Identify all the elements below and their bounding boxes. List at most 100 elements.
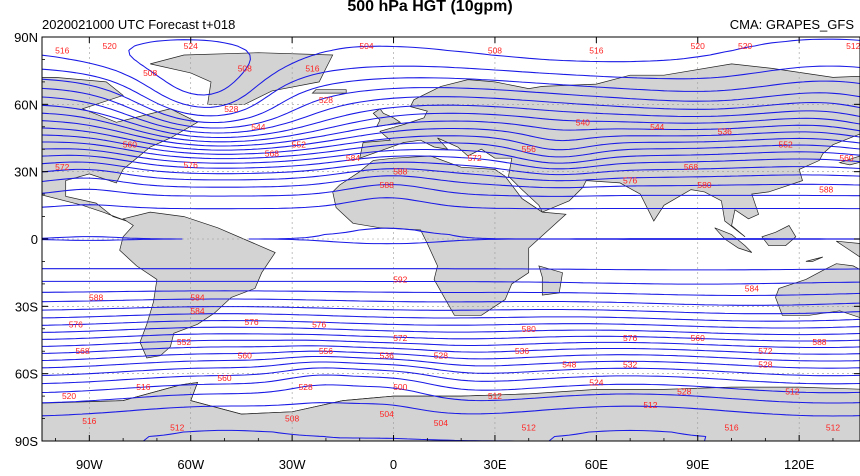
- map-title: 500 hPa HGT (10gpm): [347, 0, 513, 15]
- landmass: [359, 63, 860, 238]
- landmass: [761, 225, 797, 247]
- contour-label: 552: [292, 140, 306, 150]
- model-label: CMA: GRAPES_GFS: [729, 17, 854, 32]
- contour-label: 588: [812, 337, 826, 347]
- contour-label: 516: [136, 382, 150, 392]
- landmass: [538, 265, 563, 296]
- landmass: [805, 256, 823, 262]
- contour-label: 576: [623, 333, 637, 343]
- contour-label: 576: [69, 319, 83, 329]
- contour-label: 568: [75, 346, 89, 356]
- contour-label: 508: [488, 45, 502, 55]
- height-contour: [42, 127, 860, 349]
- x-tick-label: 60E: [585, 457, 608, 472]
- height-contour: [42, 154, 860, 322]
- contour-label: 540: [576, 117, 590, 127]
- contour-label: 528: [758, 360, 772, 370]
- contour-label: 536: [718, 126, 732, 136]
- x-tick-label: 90E: [686, 457, 709, 472]
- contour-label: 516: [82, 416, 96, 426]
- contour-label: 560: [839, 153, 853, 163]
- height-contour: [42, 87, 860, 385]
- contour-label: 552: [779, 140, 793, 150]
- contour-label: 516: [55, 45, 69, 55]
- contour-label: 560: [691, 333, 705, 343]
- contour-label: 520: [691, 41, 705, 51]
- height-contour: [42, 77, 860, 394]
- contour-label: 512: [488, 391, 502, 401]
- contour-label: 584: [745, 283, 759, 293]
- contour-label: 580: [697, 180, 711, 190]
- height-contour: [42, 184, 860, 285]
- contour-label: 576: [184, 160, 198, 170]
- contour-label: 516: [305, 63, 319, 73]
- contour-label: 576: [244, 317, 258, 327]
- contour-label: 512: [170, 423, 184, 433]
- y-tick-label: 0: [31, 232, 38, 247]
- contour-label: 544: [650, 122, 664, 132]
- contour-label: 584: [346, 153, 360, 163]
- contour-label: 580: [522, 324, 536, 334]
- contour-label: 524: [589, 378, 603, 388]
- forecast-time-label: 2020021000 UTC Forecast t+018: [42, 17, 236, 32]
- height-contour: [42, 112, 860, 362]
- contour-label: 508: [238, 63, 252, 73]
- contour-label: 544: [251, 122, 265, 132]
- contour-label: 576: [312, 319, 326, 329]
- height-contour: [42, 120, 860, 355]
- contour-label: 512: [643, 400, 657, 410]
- y-tick-label: 30N: [14, 165, 38, 180]
- contour-label: 572: [393, 333, 407, 343]
- contour-label: 512: [846, 41, 860, 51]
- landmass: [836, 240, 860, 258]
- contour-label: 556: [319, 346, 333, 356]
- contour-label: 560: [238, 351, 252, 361]
- y-tick-label: 30S: [15, 299, 38, 314]
- x-tick-label: 30W: [279, 457, 306, 472]
- contour-label: 512: [522, 423, 536, 433]
- landmass: [42, 382, 860, 441]
- height-contour: [42, 227, 860, 245]
- contour-label: 584: [190, 292, 204, 302]
- height-contour: [42, 141, 860, 336]
- contour-label: 588: [380, 180, 394, 190]
- y-tick-label: 60S: [15, 367, 38, 382]
- contour-label: 528: [224, 104, 238, 114]
- y-tick-label: 90S: [15, 434, 38, 449]
- y-tick-label: 60N: [14, 97, 38, 112]
- contour-label: 588: [393, 167, 407, 177]
- contour-label: 572: [468, 153, 482, 163]
- contour-label: 576: [623, 176, 637, 186]
- contour-label: 504: [380, 409, 394, 419]
- contour-label: 508: [285, 414, 299, 424]
- height-contour: [42, 197, 860, 271]
- x-tick-label: 60W: [177, 457, 204, 472]
- height-contour: [42, 104, 860, 369]
- contour-label: 512: [826, 423, 840, 433]
- contour-label: 552: [177, 337, 191, 347]
- contour-label: 556: [522, 144, 536, 154]
- height-contour: [42, 134, 860, 342]
- x-tick-label: 30E: [483, 457, 506, 472]
- height-contour: [42, 38, 860, 417]
- contour-label: 568: [265, 149, 279, 159]
- contour-label: 520: [103, 41, 117, 51]
- x-tick-label: 0: [390, 457, 397, 472]
- contour-label: 508: [143, 68, 157, 78]
- contour-label: 516: [589, 45, 603, 55]
- y-tick-label: 90N: [14, 30, 38, 45]
- landmass: [42, 77, 199, 222]
- landmass: [311, 89, 347, 94]
- contour-label: 520: [738, 41, 752, 51]
- height-contour: [42, 39, 707, 441]
- contour-label: 568: [684, 162, 698, 172]
- x-tick-label: 90W: [76, 457, 103, 472]
- axis-layer: 90N 60N 30N 0 30S 60S 90S 90W 60W 30W 0 30E 60E 90E 12…: [14, 30, 860, 472]
- contour-label: 528: [434, 351, 448, 361]
- contour-label: 532: [623, 360, 637, 370]
- contour-label: 572: [758, 346, 772, 356]
- contour-label: 528: [677, 387, 691, 397]
- contour-label: 536: [380, 351, 394, 361]
- contour-label: 504: [434, 418, 448, 428]
